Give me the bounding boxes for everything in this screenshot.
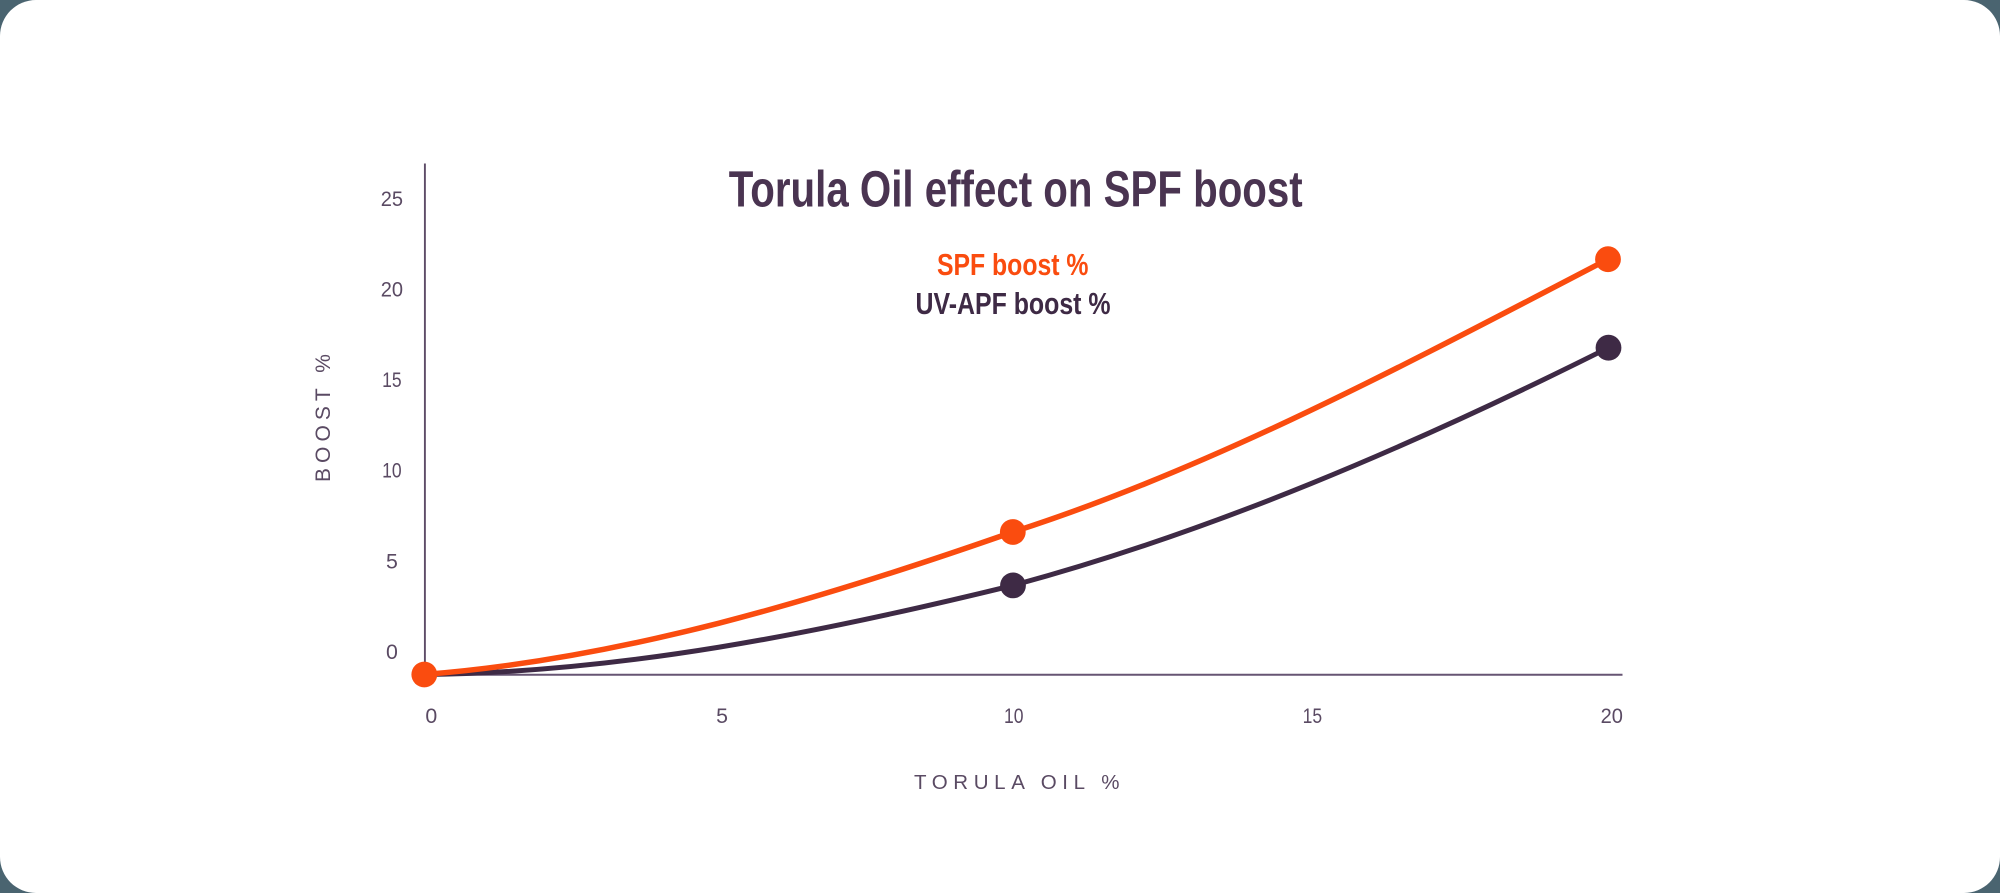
svg-text:5: 5 xyxy=(386,549,398,573)
svg-text:15: 15 xyxy=(382,368,402,392)
svg-text:5: 5 xyxy=(716,704,728,728)
svg-text:SPF boost %: SPF boost % xyxy=(937,247,1089,282)
svg-text:0: 0 xyxy=(425,704,437,728)
svg-text:15: 15 xyxy=(1303,704,1323,728)
svg-text:0: 0 xyxy=(386,640,398,664)
svg-text:25: 25 xyxy=(381,187,403,211)
svg-text:10: 10 xyxy=(1004,704,1024,728)
svg-text:BOOST %: BOOST % xyxy=(312,354,335,482)
svg-text:10: 10 xyxy=(382,459,402,483)
svg-text:20: 20 xyxy=(381,278,403,302)
svg-text:TORULA OIL %: TORULA OIL % xyxy=(914,771,1119,794)
svg-text:UV-APF boost %: UV-APF boost % xyxy=(916,286,1111,321)
svg-text:Torula Oil effect on SPF boost: Torula Oil effect on SPF boost xyxy=(729,161,1303,218)
svg-text:20: 20 xyxy=(1601,704,1623,728)
